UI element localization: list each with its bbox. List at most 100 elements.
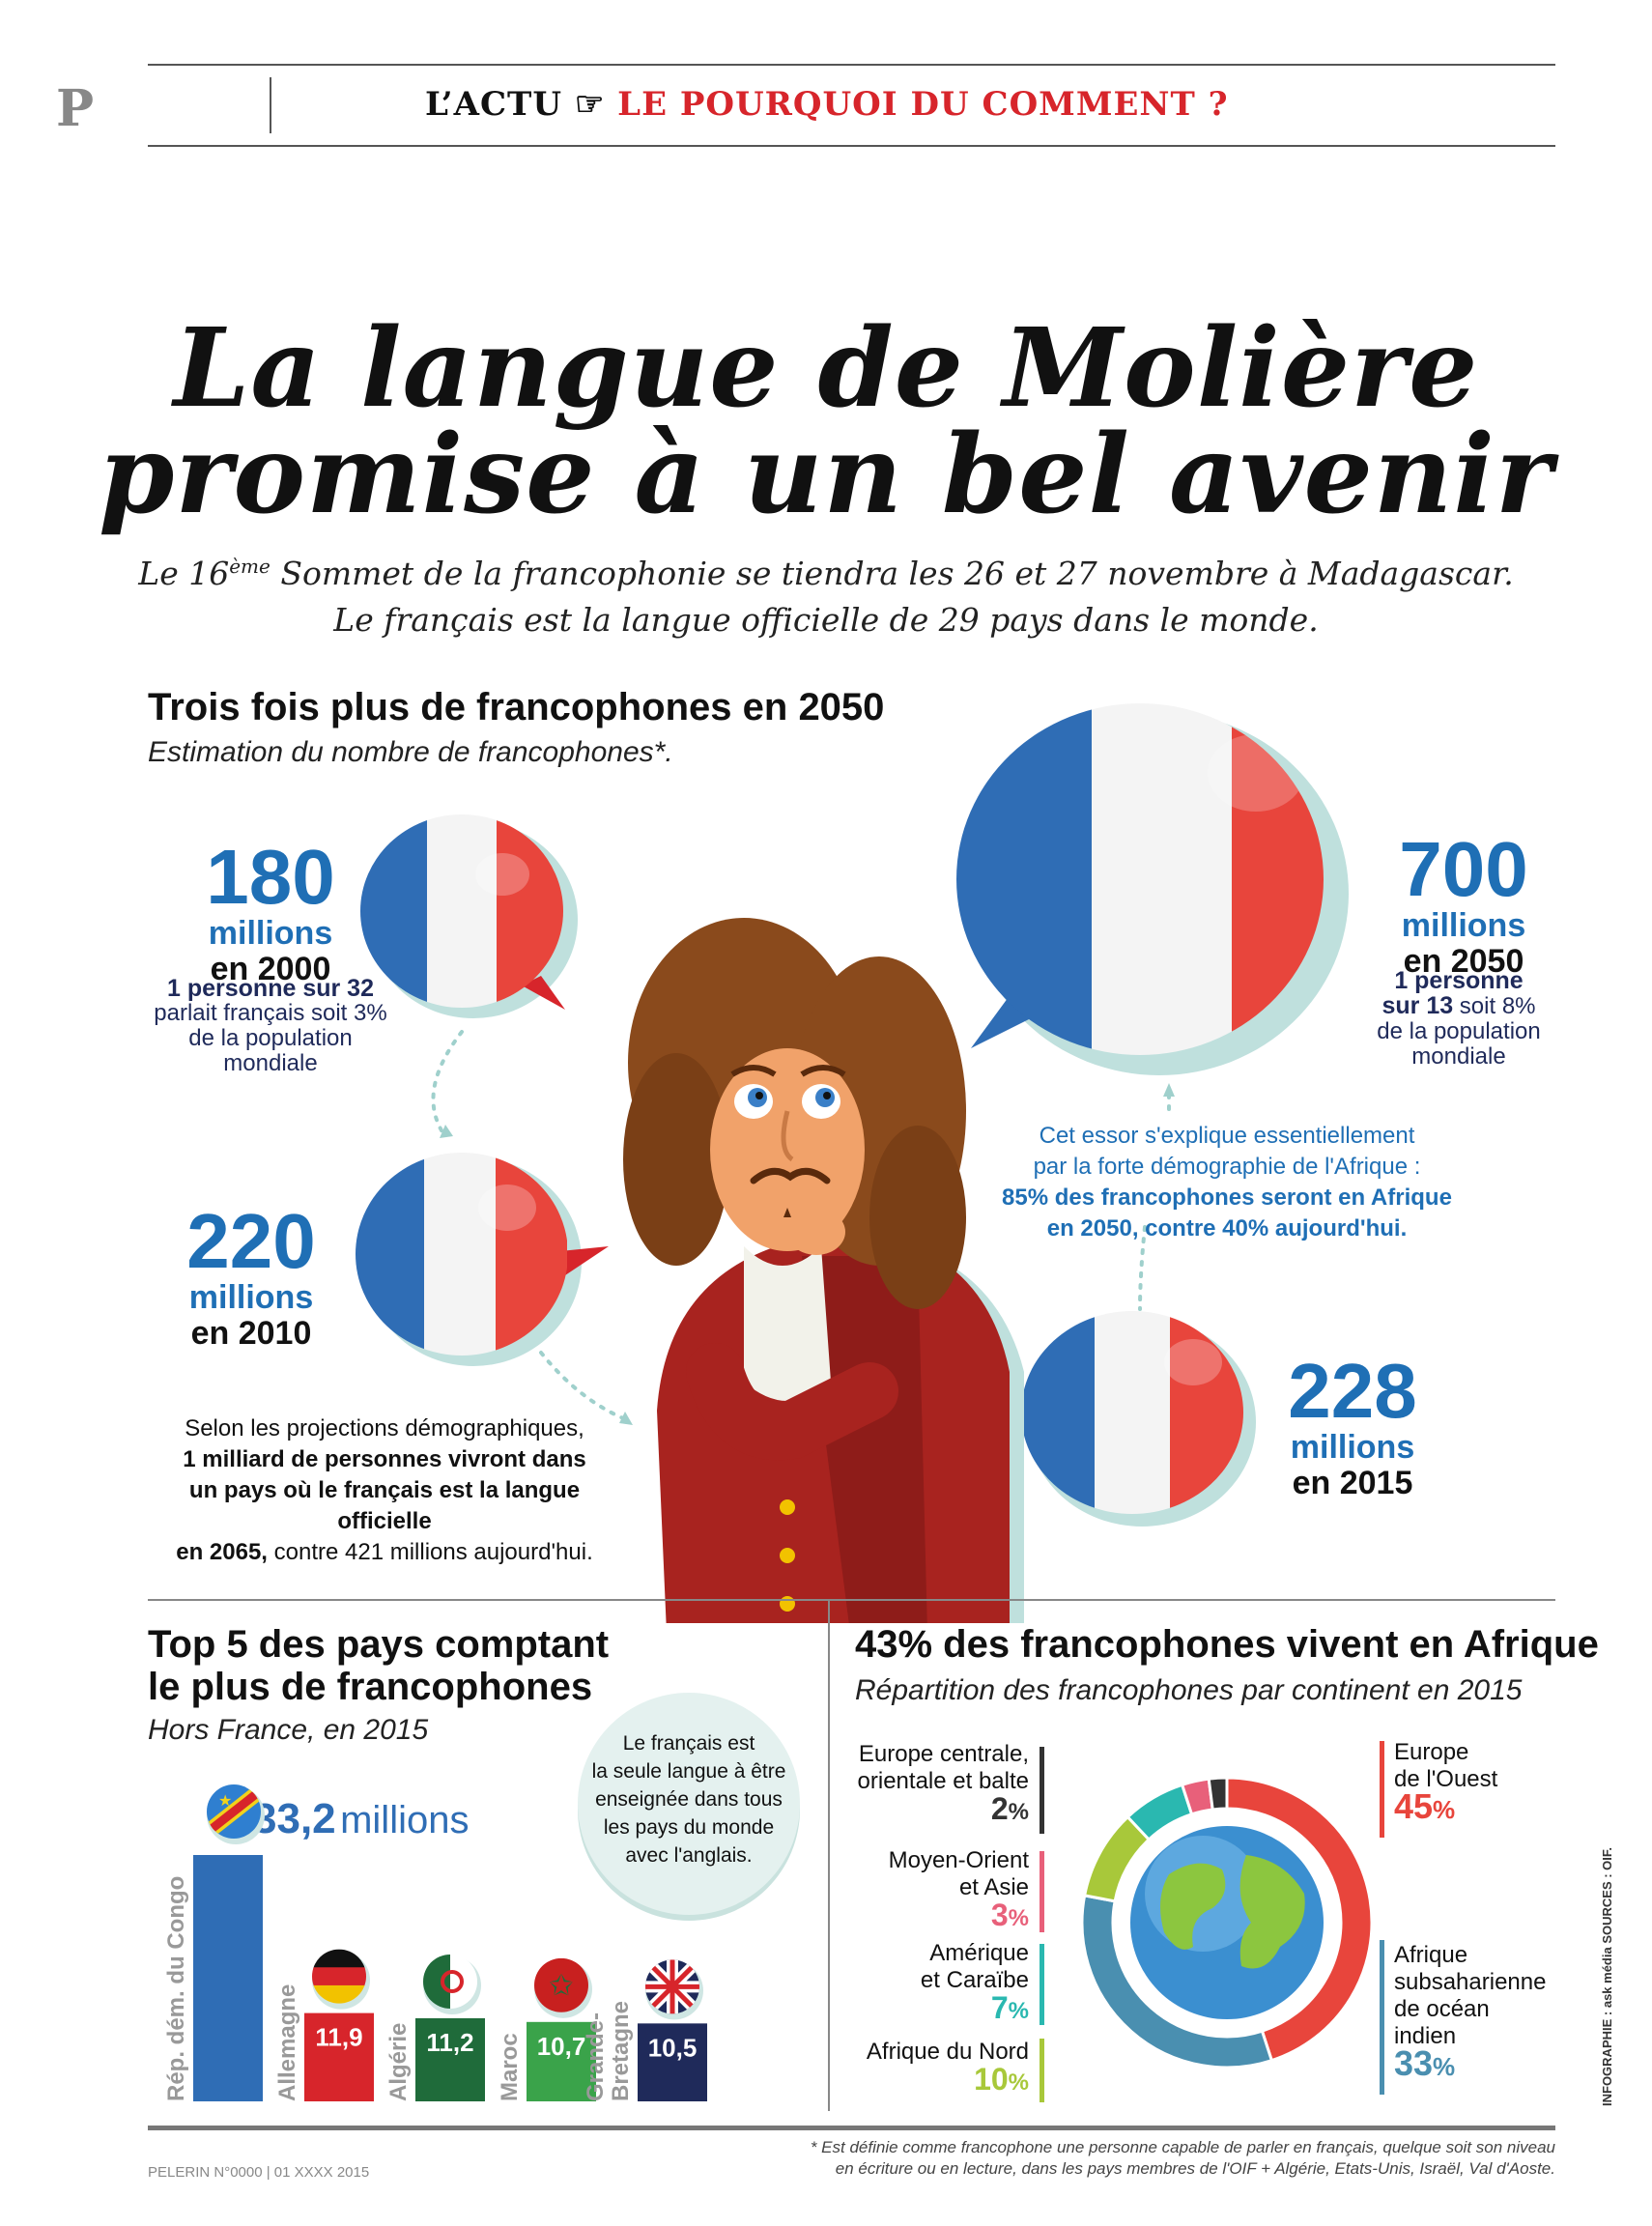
label-europe-ouest-pct: 45	[1394, 1786, 1434, 1826]
projection-text: Selon les projections démographiques, 1 …	[143, 1413, 626, 1568]
info-bubble-line1: Le français est	[622, 1732, 755, 1755]
label-afrique-sub-4: indien	[1394, 2023, 1457, 2049]
continent-donut-chart	[1080, 1776, 1374, 2069]
subtitle-line2: Le français est la langue officielle de …	[333, 601, 1319, 639]
section-divider-v	[828, 1599, 830, 2111]
bar-value-label-2: 11,2	[426, 2028, 473, 2057]
label-moyen-orient-2: et Asie	[958, 1874, 1029, 1900]
label-europe-centrale-pct: 2	[990, 1791, 1009, 1826]
bracket-amerique	[1040, 1944, 1044, 2025]
page-title-line1: La langue de Molière	[173, 305, 1479, 432]
pct-sign: %	[1433, 2052, 1456, 2081]
label-moyen-orient: Moyen-Orient et Asie 3%	[850, 1847, 1029, 1932]
stat-2050-number: 700	[1399, 826, 1528, 912]
stat-2050-note-bold1: 1 personne	[1394, 967, 1524, 994]
footer-note-line2: en écriture ou en lecture, dans les pays…	[835, 2159, 1555, 2178]
section1-title: Trois fois plus de francophones en 2050	[148, 686, 885, 728]
section1-illustration	[356, 703, 1349, 1623]
stat-2000-note-bold: 1 personne sur 32	[167, 975, 374, 1002]
bar-value-label-3: 10,7	[537, 2032, 586, 2061]
projection-line4-bold: en 2065,	[176, 1539, 268, 1565]
projection-line4: contre 421 millions aujourd'hui.	[267, 1539, 593, 1565]
donut-slice-0	[1225, 1776, 1374, 2063]
label-afrique-sub-pct: 33	[1394, 2043, 1434, 2083]
header-divider	[270, 77, 271, 133]
projection-line2: 1 milliard de personnes vivront dans	[183, 1446, 586, 1472]
section1-subtitle: Estimation du nombre de francophones*.	[148, 736, 673, 768]
magazine-logo: P	[56, 79, 95, 138]
credit-text: INFOGRAPHIE : ask média SOURCES : OIF.	[1600, 1847, 1614, 2106]
moliere-illustration	[623, 918, 1024, 1623]
bar-category-label-1: Allemagne	[274, 1984, 300, 2101]
info-bubble-text: Le français est la seule langue à être e…	[583, 1729, 795, 1869]
flag-algeria-icon	[423, 1954, 481, 2014]
label-europe-centrale-2: orientale et balte	[857, 1768, 1029, 1794]
bar-category-label-3: Maroc	[497, 2033, 523, 2101]
label-amerique-1: Amérique	[929, 1940, 1029, 1966]
bracket-europe-centrale	[1040, 1747, 1044, 1834]
stat-2050-note-bold2: sur 13	[1381, 992, 1454, 1019]
projection-line3: un pays où le français est la langue off…	[188, 1477, 581, 1534]
bracket-moyen-orient	[1040, 1851, 1044, 1932]
essor-line1: Cet essor s'explique essentiellement	[1039, 1123, 1415, 1149]
bar-value-label-4: 10,5	[648, 2033, 698, 2062]
label-afrique-nord-pct: 10	[974, 2062, 1009, 2097]
globe-icon	[1130, 1826, 1324, 2019]
bracket-afrique-nord	[1040, 2039, 1044, 2102]
label-moyen-orient-1: Moyen-Orient	[888, 1847, 1029, 1873]
section2-subtitle: Hors France, en 2015	[148, 1714, 429, 1746]
stat-2015: 228 millions en 2015	[1256, 1353, 1449, 1502]
rubric-title: L’ACTU ☞ LE POURQUOI DU COMMENT ?	[425, 85, 1229, 124]
essor-line3: 85% des francophones seront en Afrique	[1002, 1184, 1452, 1211]
svg-text:★: ★	[218, 1793, 232, 1810]
info-bubble-line4: les pays du monde	[603, 1816, 775, 1839]
subtitle-pre: Le 16	[138, 555, 230, 592]
section3-title: 43% des francophones vivent en Afrique	[855, 1623, 1599, 1666]
stat-2010-year: en 2010	[190, 1315, 312, 1352]
top-value: 33,2 millions	[253, 1795, 469, 1843]
label-afrique-nord: Afrique du Nord 10%	[840, 2039, 1029, 2097]
subtitle-sup: ème	[229, 555, 271, 578]
stat-2015-unit: millions	[1290, 1429, 1415, 1466]
footer-note: * Est définie comme francophone une pers…	[599, 2137, 1555, 2180]
flag-bubble-2010	[356, 1153, 609, 1366]
label-afrique-nord-1: Afrique du Nord	[866, 2039, 1029, 2065]
section2-title-line1: Top 5 des pays comptant	[148, 1623, 610, 1666]
flag-bubble-2015	[981, 1311, 1256, 1527]
pct-sign: %	[1008, 1998, 1029, 2024]
stat-2050-note2: soit 8%	[1453, 993, 1536, 1019]
page-title-line2: promise à un bel avenir	[99, 412, 1553, 538]
pct-sign: %	[1008, 2069, 1029, 2096]
info-bubble-line3: enseignée dans tous	[595, 1788, 783, 1811]
label-amerique: Amérique et Caraïbe 7%	[850, 1940, 1029, 2025]
info-bubble-line2: la seule langue à être	[591, 1760, 786, 1783]
svg-text:✩: ✩	[549, 1970, 573, 2002]
label-afrique-sub-1: Afrique	[1394, 1942, 1468, 1968]
bar-4	[638, 2023, 707, 2101]
subtitle-post: Sommet de la francophonie se tiendra les…	[270, 555, 1514, 592]
label-afrique-sub-2: subsaharienne	[1394, 1969, 1547, 1995]
label-europe-ouest: Europe de l'Ouest 45%	[1394, 1739, 1539, 1825]
stat-2015-year: en 2015	[1292, 1465, 1413, 1501]
rubric-right: LE POURQUOI DU COMMENT ?	[617, 85, 1229, 124]
header-rule-top	[148, 64, 1555, 66]
stat-2010-unit: millions	[188, 1279, 314, 1316]
bar-0	[193, 1855, 263, 2101]
label-europe-centrale-1: Europe centrale,	[858, 1741, 1029, 1767]
section-divider-h	[148, 1599, 1555, 1601]
flag-germany-icon	[312, 1949, 370, 2010]
stat-2010-number: 220	[186, 1198, 316, 1284]
pointing-hand-icon: ☞	[574, 85, 618, 124]
donut-slice-5	[1207, 1776, 1229, 1812]
essor-line4: en 2050, contre 40% aujourd'hui.	[1046, 1215, 1408, 1241]
bracket-europe-ouest	[1380, 1741, 1384, 1838]
top-value-number: 33,2	[253, 1795, 336, 1842]
rubric-left: L’ACTU	[425, 85, 562, 124]
stat-2010: 220 millions en 2010	[155, 1198, 348, 1353]
stat-2000: 180 millions en 2000	[174, 834, 367, 988]
essor-text: Cet essor s'explique essentiellement par…	[985, 1121, 1468, 1244]
stat-2000-number: 180	[206, 834, 335, 920]
pct-sign: %	[1008, 1905, 1029, 1931]
info-bubble: Le français est la seule langue à être e…	[578, 1693, 800, 1915]
bar-category-label-0: Rép. dém. du Congo	[163, 1876, 189, 2101]
